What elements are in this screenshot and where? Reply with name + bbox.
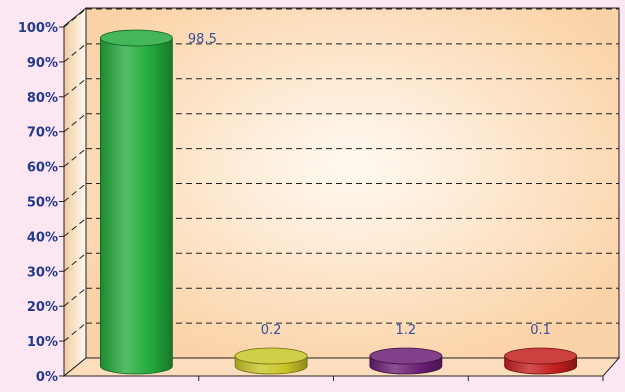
- gridline-side-10: [63, 8, 87, 28]
- y-tick-label-2: 20%: [27, 300, 58, 315]
- plot-floor: [62, 357, 621, 377]
- bar-1: [234, 347, 308, 375]
- bar-top-1: [234, 347, 308, 365]
- data-label-1: 0.2: [261, 323, 282, 338]
- gridline-side-4: [63, 218, 87, 237]
- bar-top-3: [504, 347, 578, 365]
- y-tick-label-10: 100%: [18, 21, 58, 36]
- data-label-0: 98.5: [188, 32, 217, 47]
- bar-body-0: [99, 37, 173, 375]
- y-tick-label-4: 40%: [27, 230, 58, 245]
- y-tick-label-9: 90%: [27, 56, 58, 71]
- bar-top-0: [99, 29, 173, 47]
- gridline-side-5: [63, 183, 87, 202]
- bar-top-2: [369, 347, 443, 365]
- gridline-side-8: [63, 78, 87, 98]
- gridline-side-1: [63, 322, 87, 342]
- y-tick-label-3: 30%: [27, 265, 58, 280]
- y-tick-label-0: 0%: [36, 370, 58, 385]
- data-label-2: 1.2: [396, 323, 417, 338]
- y-tick-label-1: 10%: [27, 335, 58, 350]
- gridline-side-3: [63, 252, 87, 272]
- gridline-side-9: [63, 43, 87, 63]
- y-tick-label-5: 50%: [27, 196, 58, 211]
- y-tick-label-8: 80%: [27, 91, 58, 106]
- gridline-side-7: [63, 113, 87, 133]
- y-tick-label-6: 60%: [27, 161, 58, 176]
- bar-3: [504, 347, 578, 375]
- bar-2: [369, 347, 443, 375]
- bar-0: [99, 29, 173, 375]
- gridline-side-6: [63, 148, 87, 167]
- data-label-3: 0.1: [530, 323, 551, 338]
- y-tick-label-7: 70%: [27, 126, 58, 141]
- gridline-side-2: [63, 287, 87, 307]
